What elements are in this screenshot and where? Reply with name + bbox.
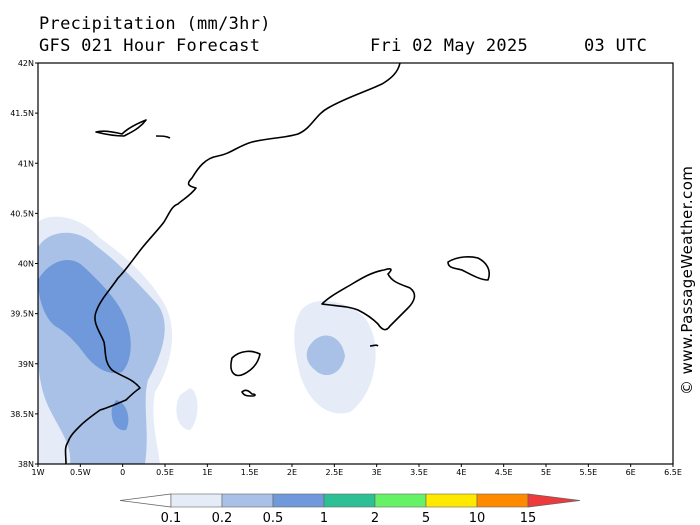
lon-tick-label: 3E (372, 468, 382, 477)
lon-tick-label: 0.5W (70, 468, 91, 477)
legend-swatch (272, 493, 325, 508)
lon-tick-label: 0 (120, 468, 125, 477)
lon-tick-label: 6E (626, 468, 636, 477)
lon-tick-label: 1W (32, 468, 45, 477)
columbretes-islet (155, 135, 171, 139)
lon-tick-label: 1.5E (241, 468, 259, 477)
forecast-date: Fri 02 May 2025 (370, 36, 529, 56)
lat-tick-label: 39.5N (10, 310, 34, 319)
lon-tick-label: 1E (202, 468, 212, 477)
lat-tick-label: 40.5N (10, 209, 34, 218)
legend-tick-label: 0.1 (161, 511, 182, 525)
precipitation-legend (119, 493, 581, 508)
map-title: Precipitation (mm/3hr) (39, 14, 271, 34)
lat-tick-label: 41N (18, 159, 34, 168)
legend-arrow-high (527, 493, 581, 508)
precip-area-heavy (38, 259, 131, 374)
precip-area-medium-2 (306, 335, 345, 376)
precipitation-field (38, 216, 376, 464)
legend-tick-labels: 0.1 0.2 0.5 1 2 5 10 15 (161, 511, 537, 525)
legend-swatch (374, 493, 427, 508)
legend-swatch (425, 493, 478, 508)
legend-tick-label: 10 (469, 511, 486, 525)
forecast-label: GFS 021 Hour Forecast (39, 36, 261, 56)
menorca-coastline (447, 256, 491, 281)
mallorca-coastline (321, 268, 416, 331)
precip-area-light-2 (176, 388, 198, 430)
formentera-coastline (241, 389, 256, 397)
legend-tick-label: 5 (422, 511, 430, 525)
lat-tick-label: 38.5N (10, 410, 34, 419)
legend-swatch (323, 493, 376, 508)
lon-tick-label: 5.5E (579, 468, 597, 477)
lon-tick-label: 5E (541, 468, 551, 477)
lat-tick-label: 40N (18, 260, 34, 269)
lon-tick-label: 3.5E (410, 468, 428, 477)
cabrera-coastline (369, 344, 379, 347)
longitude-axis: 1W 0.5W 0 0.5E 1E 1.5E 2E 2.5E 3E 3.5E 4E 4.5E 5E 5.5… (32, 464, 682, 477)
lat-tick-label: 39N (18, 360, 34, 369)
coastlines (64, 62, 491, 465)
legend-tick-label: 1 (320, 511, 328, 525)
lon-tick-label: 6.5E (664, 468, 682, 477)
latitude-axis: 42N 41.5N 41N 40.5N 40N 39.5N 39N 38.5N 38N (10, 59, 38, 469)
legend-swatch (221, 493, 274, 508)
precip-area-heavy-2 (111, 400, 129, 431)
legend-tick-label: 0.2 (212, 511, 233, 525)
legend-swatch (170, 493, 223, 508)
legend-tick-label: 15 (520, 511, 537, 525)
legend-swatch (476, 493, 529, 508)
lon-tick-label: 0.5E (156, 468, 174, 477)
legend-tick-label: 2 (371, 511, 379, 525)
lon-tick-label: 4E (456, 468, 466, 477)
legend-tick-label: 0.5 (263, 511, 284, 525)
legend-arrow-low (119, 493, 172, 508)
forecast-time: 03 UTC (584, 36, 648, 56)
lon-tick-label: 2.5E (325, 468, 343, 477)
lat-tick-label: 42N (18, 59, 34, 68)
mainland-coastline (64, 62, 401, 465)
lat-tick-label: 41.5N (10, 109, 34, 118)
lon-tick-label: 2E (287, 468, 297, 477)
columbretes-coastline (95, 119, 147, 137)
lat-tick-label: 38N (18, 460, 34, 469)
ibiza-coastline (230, 350, 261, 377)
lon-tick-label: 4.5E (495, 468, 513, 477)
